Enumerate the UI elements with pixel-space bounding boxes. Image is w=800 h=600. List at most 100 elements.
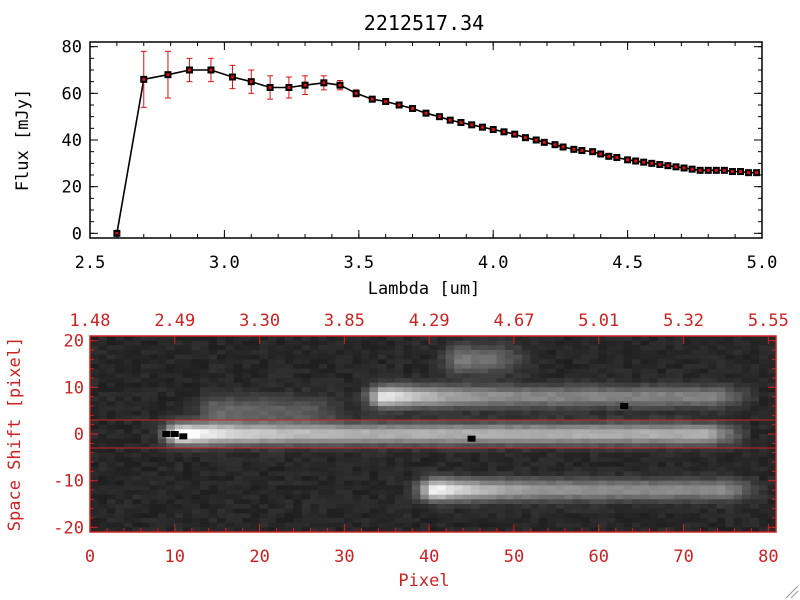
heatmap-cell xyxy=(250,429,260,435)
heatmap-cell xyxy=(767,494,777,500)
heatmap-cell xyxy=(725,368,735,374)
heatmap-cell xyxy=(513,485,523,491)
heatmap-cell xyxy=(767,410,777,416)
heatmap-cell xyxy=(725,471,735,477)
heatmap-cell xyxy=(157,410,167,416)
heatmap-cell xyxy=(174,396,184,402)
heatmap-cell xyxy=(166,462,176,468)
heatmap-cell xyxy=(767,387,777,393)
heatmap-cell xyxy=(445,522,455,528)
heatmap-cell xyxy=(361,457,370,463)
heatmap-cell xyxy=(225,452,235,458)
heatmap-cell xyxy=(149,429,159,435)
heatmap-cell xyxy=(682,364,692,370)
heatmap-cell xyxy=(242,522,252,528)
heatmap-cell xyxy=(250,508,260,514)
heatmap-cell xyxy=(250,424,260,430)
heatmap-cell xyxy=(90,457,99,463)
heatmap-cell xyxy=(98,443,108,449)
heatmap-cell xyxy=(564,508,574,514)
heatmap-cell xyxy=(428,485,438,491)
heatmap-cell xyxy=(513,354,523,360)
heatmap-cell xyxy=(657,392,667,398)
heatmap-cell xyxy=(657,443,667,449)
heatmap-cell xyxy=(632,415,641,421)
heatmap-cell xyxy=(437,499,447,505)
heatmap-cell xyxy=(140,401,150,407)
heatmap-cell xyxy=(445,452,455,458)
heatmap-cell xyxy=(200,382,210,388)
heatmap-cell xyxy=(242,336,252,342)
heatmap-cell xyxy=(462,452,472,458)
heatmap-cell xyxy=(589,429,599,435)
heatmap-cell xyxy=(640,415,650,421)
heatmap-cell xyxy=(521,485,531,491)
heatmap-cell xyxy=(632,410,641,416)
heatmap-cell xyxy=(149,457,159,463)
heatmap-cell xyxy=(200,373,210,379)
heatmap-cell xyxy=(742,513,752,519)
heatmap-cell xyxy=(572,420,582,426)
heatmap-cell xyxy=(623,476,633,482)
heatmap-cell xyxy=(750,457,760,463)
heatmap-cell xyxy=(725,401,735,407)
heatmap-cell xyxy=(123,457,133,463)
heatmap-cell xyxy=(403,457,413,463)
heatmap-cell xyxy=(140,364,150,370)
heatmap-cell xyxy=(488,354,498,360)
heatmap-cell xyxy=(581,522,591,528)
heatmap-cell xyxy=(352,359,362,365)
heatmap-cell xyxy=(606,513,616,519)
heatmap-cell xyxy=(276,406,286,412)
heatmap-cell xyxy=(750,522,760,528)
heatmap-cell xyxy=(488,504,498,510)
heatmap-cell xyxy=(259,340,269,346)
heatmap-cell xyxy=(403,406,413,412)
heatmap-cell xyxy=(301,513,311,519)
heatmap-cell xyxy=(335,434,345,440)
heatmap-cell xyxy=(445,350,455,356)
heatmap-cell xyxy=(98,410,108,416)
heatmap-cell xyxy=(454,392,464,398)
heatmap-cell xyxy=(674,429,684,435)
heatmap-cell xyxy=(293,382,303,388)
heatmap-cell xyxy=(572,392,582,398)
heatmap-cell xyxy=(411,518,421,524)
heatmap-cell xyxy=(394,471,404,477)
heatmap-cell xyxy=(267,513,277,519)
heatmap-cell xyxy=(496,424,506,430)
heatmap-cell xyxy=(606,476,616,482)
heatmap-cell xyxy=(191,527,201,533)
heatmap-cell xyxy=(284,457,294,463)
heatmap-cell xyxy=(352,485,362,491)
heatmap-cell xyxy=(437,382,447,388)
heatmap-cell xyxy=(513,508,523,514)
heatmap-cell xyxy=(742,490,752,496)
heatmap-cell xyxy=(369,340,379,346)
heatmap-cell xyxy=(665,359,675,365)
heatmap-cell xyxy=(759,485,769,491)
heatmap-cell xyxy=(538,401,548,407)
heatmap-cell xyxy=(547,354,557,360)
heatmap-cell xyxy=(369,345,379,351)
heatmap-cell xyxy=(589,485,599,491)
heatmap-cell xyxy=(699,410,709,416)
heatmap-cell xyxy=(174,401,184,407)
resize-grip-icon[interactable] xyxy=(785,585,799,599)
heatmap-cell xyxy=(191,466,201,472)
heatmap-cell xyxy=(344,354,354,360)
heatmap-cell xyxy=(352,490,362,496)
heatmap-cell xyxy=(691,490,701,496)
heatmap-cell xyxy=(318,378,328,384)
heatmap-cell xyxy=(191,522,201,528)
heatmap-cell xyxy=(361,415,370,421)
heatmap-cell xyxy=(454,518,464,524)
heatmap-cell xyxy=(699,499,709,505)
heatmap-cell xyxy=(682,476,692,482)
heatmap-cell xyxy=(606,424,616,430)
heatmap-cell xyxy=(157,373,167,379)
heatmap-cell xyxy=(538,415,548,421)
heatmap-cell xyxy=(640,368,650,374)
heatmap-cell xyxy=(310,392,320,398)
heatmap-cell xyxy=(555,410,565,416)
